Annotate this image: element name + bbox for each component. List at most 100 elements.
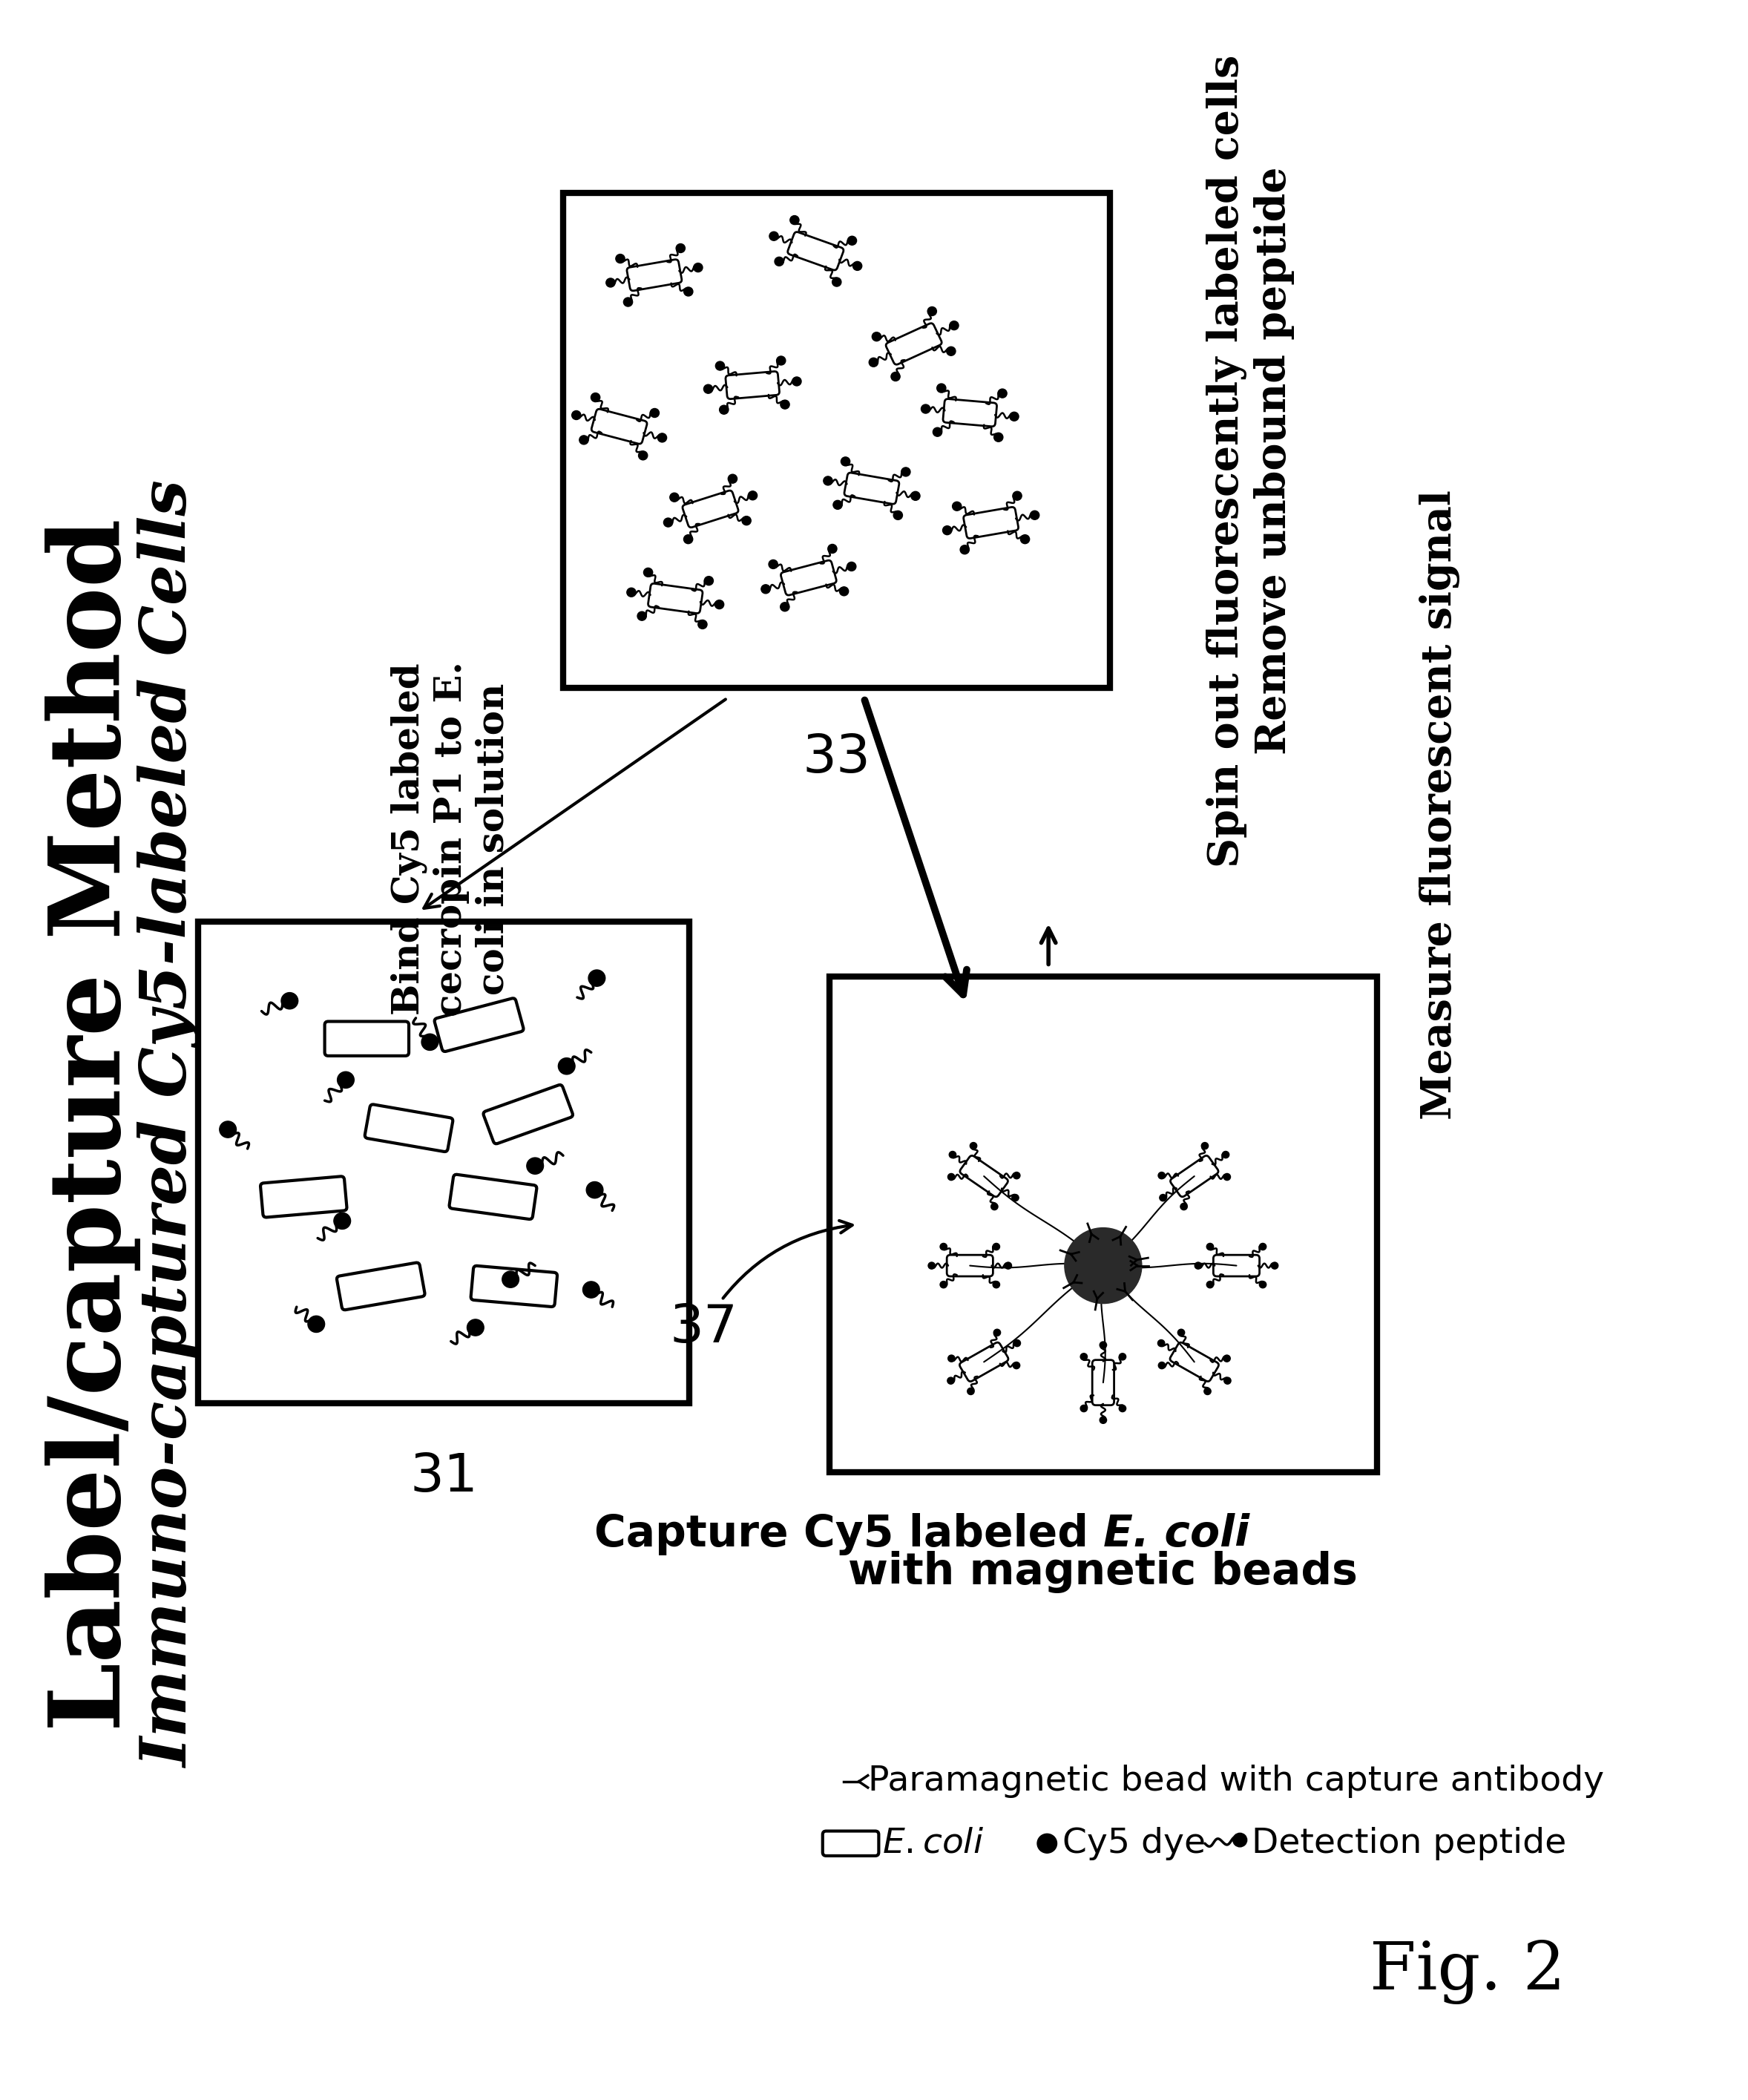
Circle shape [998,388,1007,397]
Circle shape [1014,1172,1021,1178]
Circle shape [704,575,713,586]
Circle shape [741,517,752,525]
Text: Fig. 2: Fig. 2 [1370,1940,1566,2005]
Circle shape [960,546,968,554]
Circle shape [657,433,666,443]
Circle shape [697,620,708,628]
FancyBboxPatch shape [788,231,844,271]
Circle shape [872,332,881,340]
Circle shape [774,256,783,267]
Text: Detection peptide: Detection peptide [1252,1827,1566,1861]
Circle shape [624,298,633,307]
Circle shape [1030,510,1040,519]
Circle shape [829,544,837,552]
Circle shape [790,216,799,225]
Text: 31: 31 [409,1451,477,1504]
Circle shape [683,288,692,296]
FancyBboxPatch shape [337,1262,425,1310]
FancyBboxPatch shape [260,1176,346,1218]
Circle shape [902,468,911,477]
Circle shape [853,262,862,271]
Bar [199,922,689,1403]
Text: $\it{E. coli}$: $\it{E. coli}$ [883,1827,984,1861]
Bar [563,193,1110,689]
Circle shape [993,1281,1000,1287]
Circle shape [628,588,636,596]
Circle shape [946,347,956,355]
Circle shape [993,1243,1000,1250]
FancyBboxPatch shape [1169,1342,1218,1382]
Circle shape [615,254,624,262]
Circle shape [891,372,900,380]
Circle shape [1119,1405,1126,1411]
Circle shape [949,1151,956,1157]
FancyBboxPatch shape [781,561,836,594]
Circle shape [683,536,692,544]
Circle shape [1012,1363,1019,1369]
FancyBboxPatch shape [365,1105,453,1151]
Circle shape [1224,1378,1231,1384]
Circle shape [995,433,1003,441]
Text: Paramagnetic bead with capture antibody: Paramagnetic bead with capture antibody [869,1764,1605,1798]
FancyBboxPatch shape [960,1342,1009,1382]
Circle shape [1224,1174,1231,1180]
Circle shape [589,970,605,987]
Circle shape [1204,1388,1211,1394]
Text: Cy5 dye: Cy5 dye [1063,1827,1206,1861]
Circle shape [694,262,703,273]
Circle shape [1206,1243,1213,1250]
Circle shape [1037,1833,1058,1852]
Circle shape [769,561,778,569]
Circle shape [947,1378,954,1384]
Circle shape [676,244,685,252]
Circle shape [748,491,757,500]
FancyBboxPatch shape [1213,1256,1260,1277]
Circle shape [792,376,801,386]
FancyBboxPatch shape [823,1831,879,1856]
Circle shape [839,586,848,596]
Circle shape [643,567,652,578]
FancyBboxPatch shape [1092,1361,1113,1405]
Circle shape [953,502,961,510]
Text: Measure fluorescent signal: Measure fluorescent signal [1419,489,1460,1119]
Circle shape [650,410,659,418]
FancyBboxPatch shape [1171,1155,1218,1197]
Circle shape [780,399,790,410]
Circle shape [337,1071,355,1088]
Circle shape [848,563,857,571]
FancyBboxPatch shape [628,260,682,290]
Circle shape [334,1212,351,1228]
Circle shape [1224,1355,1231,1363]
Circle shape [715,601,724,609]
Circle shape [1119,1352,1126,1361]
FancyBboxPatch shape [844,473,898,504]
Circle shape [991,1203,998,1210]
Circle shape [1194,1262,1201,1268]
Circle shape [582,1281,600,1298]
FancyBboxPatch shape [470,1266,558,1306]
Circle shape [308,1317,325,1331]
Circle shape [940,1243,947,1250]
Circle shape [669,494,678,502]
Circle shape [720,405,729,414]
Circle shape [769,231,778,242]
Circle shape [947,1355,954,1363]
FancyBboxPatch shape [449,1174,537,1220]
Circle shape [921,405,930,414]
Circle shape [1005,1262,1012,1268]
Circle shape [841,458,850,466]
Circle shape [1159,1172,1166,1178]
Text: 33: 33 [802,733,871,783]
Circle shape [933,428,942,437]
Circle shape [572,412,580,420]
Circle shape [823,477,832,485]
Text: Immuno-captured Cy5-labeled Cells: Immuno-captured Cy5-labeled Cells [138,481,203,1768]
Circle shape [947,1174,954,1180]
Circle shape [591,393,600,401]
FancyBboxPatch shape [725,372,780,399]
Circle shape [220,1121,236,1138]
Circle shape [834,500,843,510]
Circle shape [949,321,958,330]
Text: with magnetic beads: with magnetic beads [848,1552,1358,1594]
FancyBboxPatch shape [947,1256,993,1277]
